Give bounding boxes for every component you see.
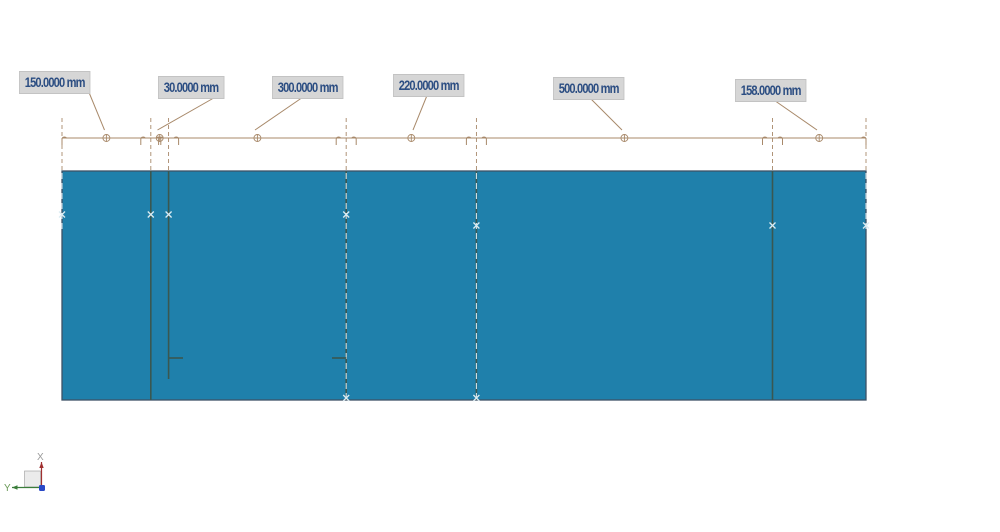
svg-text:Y: Y <box>4 483 11 494</box>
svg-text:X: X <box>37 452 44 463</box>
